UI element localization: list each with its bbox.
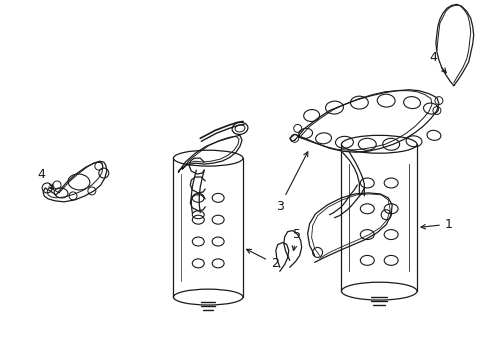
Text: 4: 4 [428,51,445,73]
Text: 2: 2 [246,249,278,270]
Text: 1: 1 [420,218,452,231]
Text: 5: 5 [291,228,300,251]
Text: 4: 4 [37,168,53,189]
Text: 3: 3 [275,152,307,213]
